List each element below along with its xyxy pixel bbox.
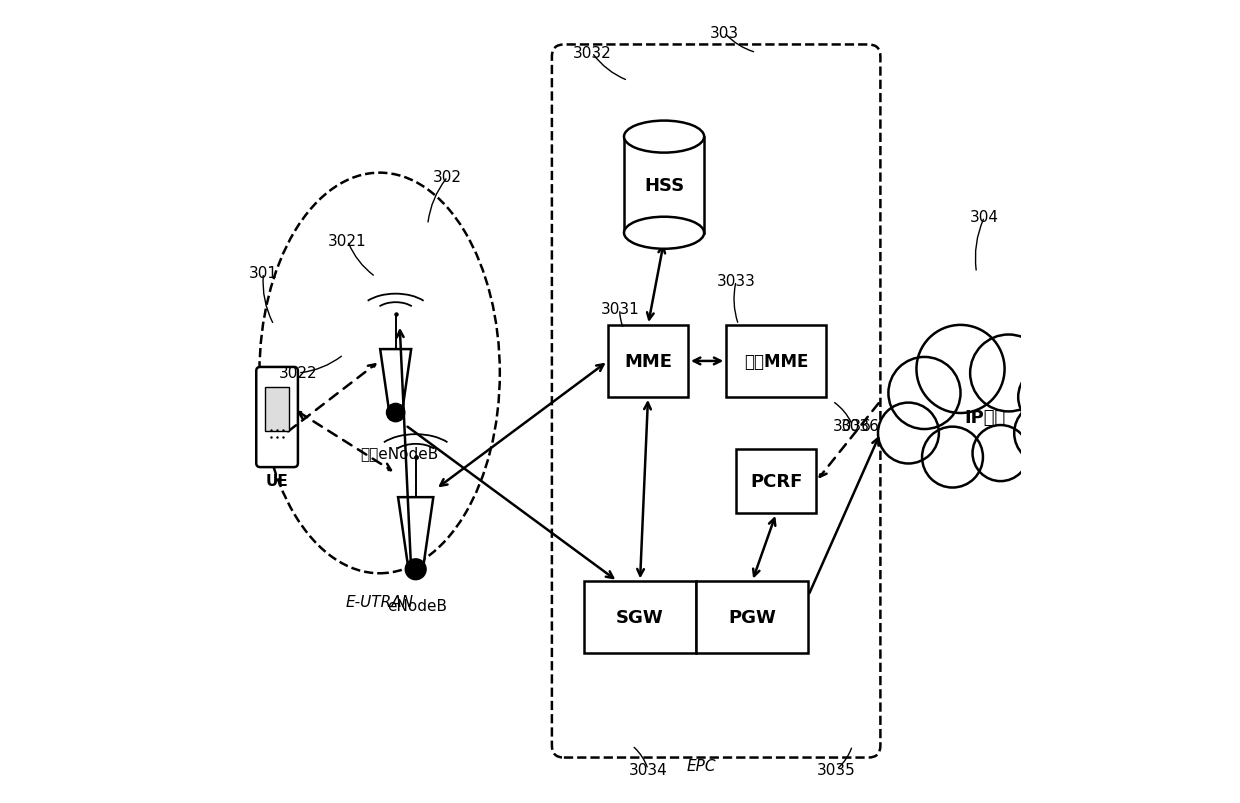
Circle shape — [1018, 367, 1079, 428]
Circle shape — [888, 357, 961, 430]
Circle shape — [916, 325, 1004, 414]
Text: SGW: SGW — [616, 609, 663, 626]
Ellipse shape — [624, 218, 704, 250]
Circle shape — [405, 559, 427, 580]
Bar — [696, 581, 808, 654]
Bar — [727, 325, 826, 397]
Circle shape — [878, 403, 939, 464]
Text: 301: 301 — [249, 266, 278, 281]
Bar — [608, 325, 688, 397]
Text: 其它eNodeB: 其它eNodeB — [361, 446, 439, 461]
Bar — [265, 388, 289, 431]
Text: IP业务: IP业务 — [963, 409, 1006, 426]
Text: 304: 304 — [970, 210, 999, 225]
Text: PGW: PGW — [728, 609, 776, 626]
Text: 3036: 3036 — [833, 418, 872, 433]
Bar — [584, 581, 696, 654]
Text: 302: 302 — [433, 170, 463, 185]
Circle shape — [1014, 403, 1075, 464]
Text: 3022: 3022 — [279, 366, 317, 381]
Text: 3032: 3032 — [573, 46, 611, 61]
Text: eNodeB: eNodeB — [387, 598, 448, 613]
Text: 3033: 3033 — [717, 274, 755, 289]
Bar — [624, 137, 704, 234]
Polygon shape — [381, 349, 412, 413]
Circle shape — [972, 426, 1029, 482]
Text: 其它MME: 其它MME — [744, 353, 808, 370]
Polygon shape — [398, 498, 433, 569]
Circle shape — [923, 427, 983, 488]
Text: MME: MME — [624, 353, 672, 370]
Text: E-UTRAN: E-UTRAN — [346, 594, 414, 609]
Text: 303: 303 — [709, 26, 739, 41]
Text: 3034: 3034 — [629, 762, 667, 777]
Text: UE: UE — [265, 474, 289, 488]
Circle shape — [970, 335, 1047, 412]
Text: PCRF: PCRF — [750, 472, 802, 491]
Text: 3035: 3035 — [817, 762, 856, 777]
Ellipse shape — [624, 121, 704, 153]
Text: 3031: 3031 — [600, 302, 640, 317]
Text: 3021: 3021 — [329, 234, 367, 249]
Text: HSS: HSS — [644, 177, 684, 194]
Circle shape — [387, 404, 404, 422]
Text: 3036: 3036 — [841, 418, 880, 433]
FancyBboxPatch shape — [257, 368, 298, 467]
Text: EPC: EPC — [686, 758, 715, 773]
Bar — [737, 450, 816, 514]
